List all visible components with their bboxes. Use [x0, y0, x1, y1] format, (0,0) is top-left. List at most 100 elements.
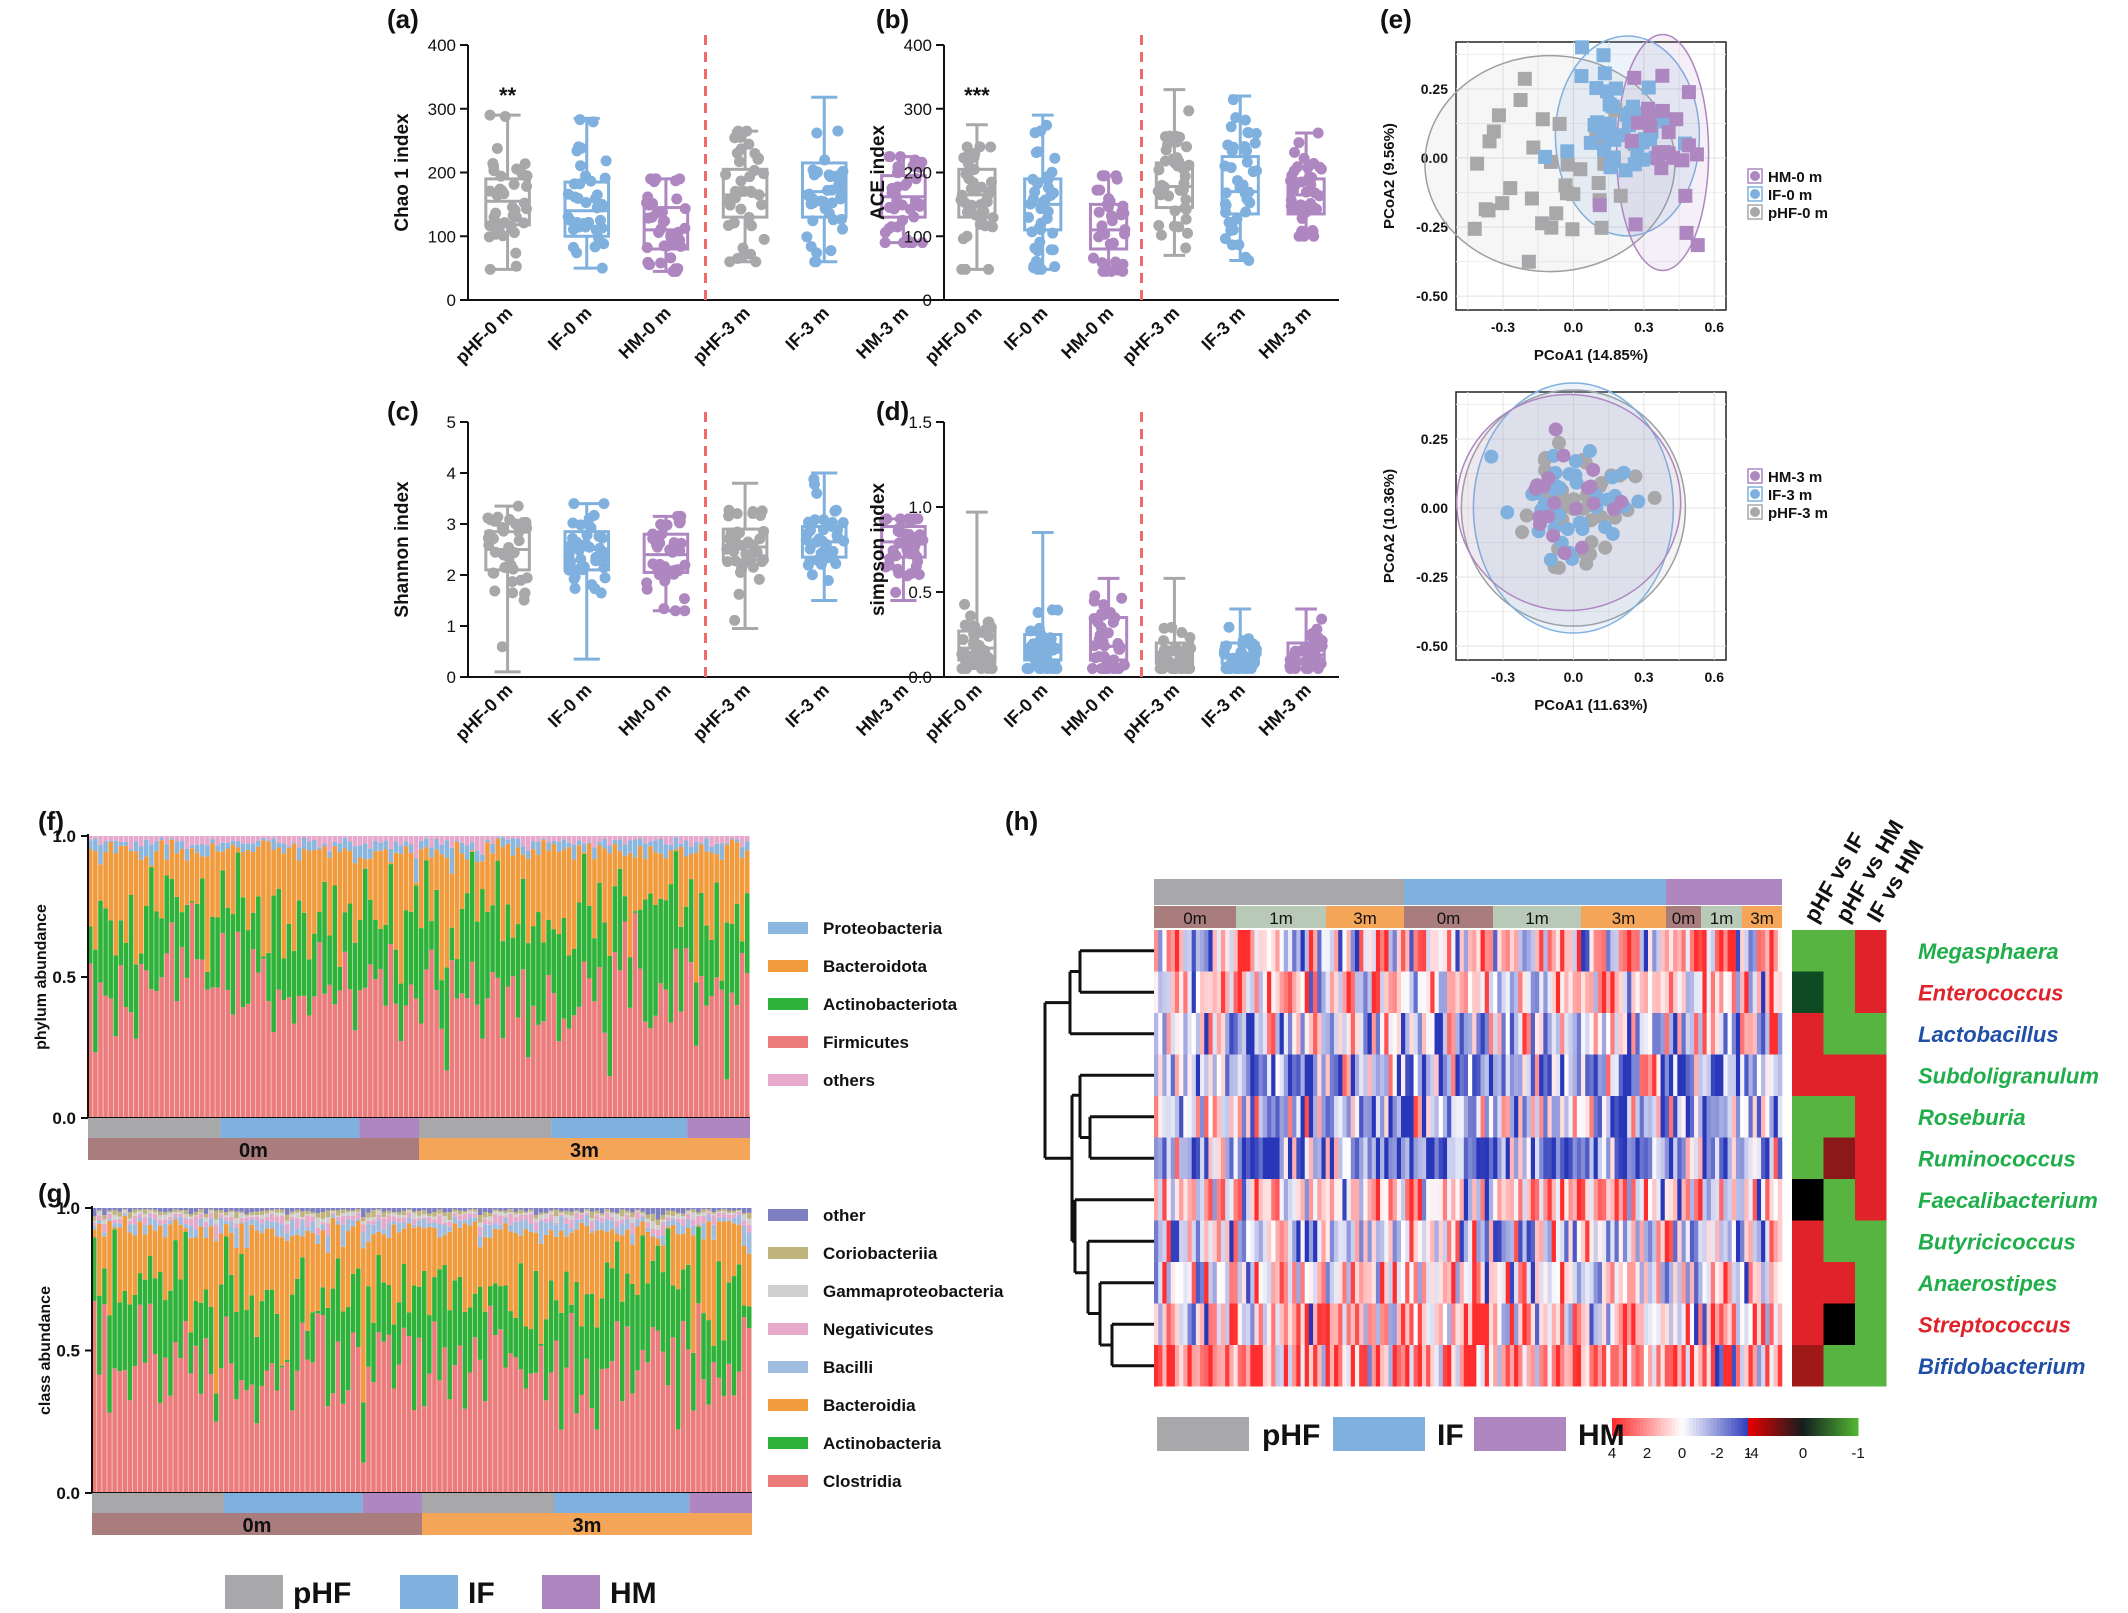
- bar-segment: [564, 1218, 569, 1224]
- heat-cell: [1497, 1303, 1502, 1345]
- data-point: [1484, 449, 1499, 464]
- bar-segment: [137, 1208, 143, 1210]
- bar-segment: [602, 848, 607, 923]
- bar-segment: [452, 1365, 458, 1493]
- heat-cell: [1455, 1345, 1460, 1387]
- heat-cell: [1752, 971, 1758, 1013]
- bar-segment: [368, 964, 373, 1118]
- heat-cell: [1200, 1013, 1205, 1055]
- bar-segment: [127, 1232, 133, 1305]
- heat-cell: [1643, 1137, 1649, 1179]
- bar-segment: [102, 1268, 107, 1305]
- bar-segment: [93, 1052, 98, 1118]
- bar-segment: [330, 1214, 336, 1218]
- group-strip: [359, 1118, 419, 1138]
- bar-segment: [218, 1208, 224, 1211]
- heat-cell: [1380, 1179, 1385, 1221]
- bar-segment: [350, 1210, 356, 1212]
- heat-cell: [1334, 1137, 1339, 1179]
- bar-segment: [401, 1222, 407, 1229]
- bar-segment: [704, 836, 709, 839]
- bar-segment: [688, 962, 694, 1118]
- bar-segment: [122, 1370, 128, 1493]
- heat-cell: [1304, 1096, 1310, 1138]
- data-point: [838, 535, 850, 547]
- bar-segment: [295, 1208, 300, 1210]
- bar-segment: [452, 1280, 458, 1366]
- heat-cell: [1752, 1137, 1758, 1179]
- data-point: [1312, 662, 1324, 674]
- heat-cell: [1287, 1220, 1293, 1262]
- bar-segment: [269, 1209, 275, 1212]
- heat-cell: [1710, 1179, 1716, 1221]
- bar-segment: [271, 838, 276, 850]
- heat-cell: [1631, 930, 1636, 972]
- bar-segment: [472, 1213, 478, 1218]
- heat-cell: [1367, 1179, 1373, 1221]
- bar-segment: [347, 989, 353, 1118]
- bar-segment: [609, 1208, 615, 1212]
- heat-cell: [1740, 971, 1745, 1013]
- bar-segment: [589, 1220, 595, 1231]
- bar-segment: [403, 1005, 409, 1118]
- heat-cell: [1472, 1220, 1477, 1262]
- bar-segment: [107, 1208, 112, 1211]
- heat-cell: [1731, 1137, 1737, 1179]
- bar-segment: [559, 1216, 564, 1231]
- heat-cell: [1296, 1013, 1301, 1055]
- bar-segment: [561, 839, 567, 850]
- bar-segment: [235, 847, 241, 853]
- heat-cell: [1572, 1179, 1578, 1221]
- data-point: [1285, 194, 1297, 206]
- heat-cell: [1459, 1345, 1465, 1387]
- heat-cell: [1761, 1220, 1766, 1262]
- bar-segment: [189, 901, 195, 903]
- bar-segment: [254, 1208, 260, 1212]
- bar-segment: [122, 1209, 128, 1213]
- heat-cell: [1421, 1303, 1427, 1345]
- bar-segment: [320, 1224, 326, 1231]
- heat-cell: [1740, 1054, 1745, 1096]
- x-tick-label: IF-3 m: [1197, 680, 1249, 732]
- heat-cell: [1643, 1013, 1649, 1055]
- bar-segment: [706, 1404, 711, 1493]
- data-point: [564, 544, 576, 556]
- bar-segment: [480, 854, 485, 862]
- bar-segment: [482, 1208, 488, 1213]
- comparison-cell: [1855, 1096, 1887, 1138]
- bar-segment: [604, 1211, 610, 1213]
- bar-segment: [670, 1215, 676, 1218]
- heat-cell: [1505, 1220, 1511, 1262]
- heat-cell: [1597, 930, 1603, 972]
- data-point: [643, 258, 655, 270]
- bar-segment: [531, 1005, 536, 1118]
- data-point: [735, 203, 747, 215]
- bar-segment: [220, 870, 225, 933]
- heat-cell: [1342, 1013, 1347, 1055]
- heat-cell: [1522, 1096, 1527, 1138]
- bar-segment: [250, 843, 256, 853]
- bar-segment: [342, 836, 348, 838]
- bar-segment: [581, 853, 587, 962]
- data-point: [653, 226, 665, 238]
- heat-cell: [1359, 1054, 1364, 1096]
- bar-segment: [286, 923, 292, 998]
- heat-cell: [1396, 1137, 1402, 1179]
- heat-cell: [1300, 1345, 1306, 1387]
- bar-segment: [566, 955, 572, 1029]
- heat-cell: [1346, 1345, 1352, 1387]
- heat-cell: [1463, 1179, 1469, 1221]
- heat-cell: [1497, 1345, 1502, 1387]
- heat-cell: [1313, 1179, 1318, 1221]
- bar-segment: [556, 836, 562, 842]
- bar-segment: [322, 836, 327, 844]
- heat-cell: [1706, 1013, 1712, 1055]
- data-point: [1467, 221, 1482, 236]
- heat-cell: [1308, 1054, 1314, 1096]
- heat-cell: [1308, 1220, 1314, 1262]
- heat-cell: [1769, 1345, 1774, 1387]
- time-strip: [1236, 906, 1326, 928]
- bar-segment: [193, 1345, 199, 1493]
- bar-segment: [264, 1208, 270, 1211]
- bar-segment: [123, 845, 129, 943]
